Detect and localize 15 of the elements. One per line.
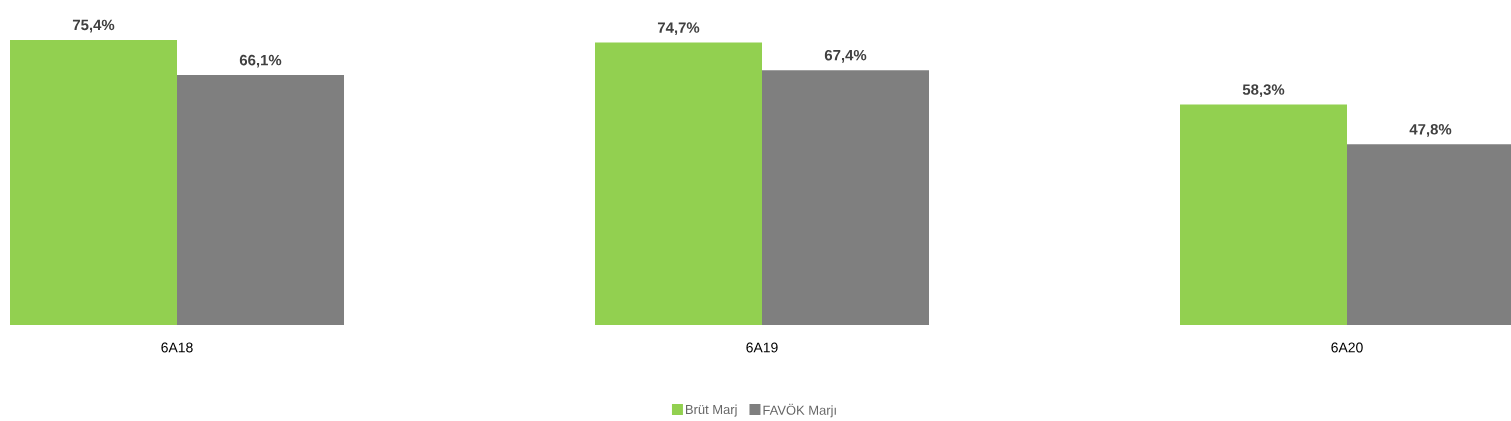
data-label: 47,8% [1409,124,1452,137]
data-label: 66,1% [239,54,282,68]
x-tick-label: 6A18 [161,342,193,353]
bar [177,75,344,325]
data-label: 74,7% [657,22,700,36]
legend-label: Brüt Marj [686,404,737,417]
bar [762,70,929,325]
x-tick-label: 6A19 [746,342,778,353]
data-label: 67,4% [824,49,867,63]
data-label: 75,4% [72,19,115,33]
bar [595,42,762,325]
legend-label: FAVÖK Marjı [763,403,836,418]
data-label: 58,3% [1242,84,1285,98]
bar [10,39,177,325]
x-tick-label: 6A20 [1331,342,1363,353]
